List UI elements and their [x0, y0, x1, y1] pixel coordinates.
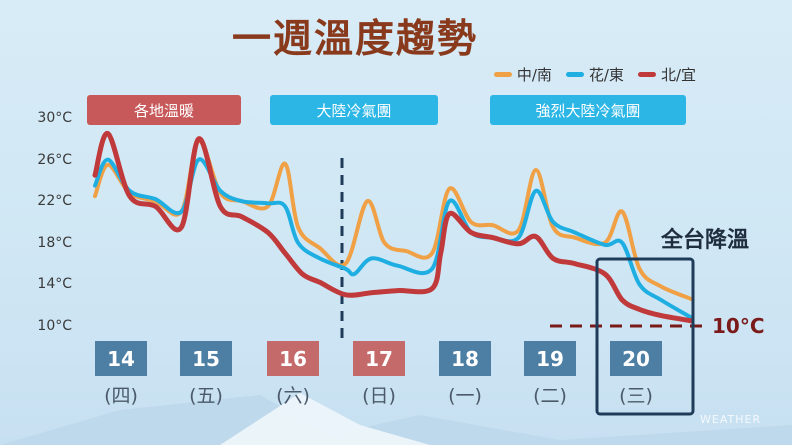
callout-nationwide-cooling: 全台降溫 — [661, 228, 750, 253]
highlight-box — [595, 257, 695, 416]
weekday-mon: (一) — [448, 385, 482, 407]
banner-strong-cold-air-mass: 強烈大陸冷氣團 — [490, 95, 686, 125]
weekday-sun: (日) — [362, 385, 396, 407]
weekday-thu: (四) — [104, 385, 138, 407]
legend-swatch — [565, 72, 584, 77]
weekday-wed: (三) — [619, 385, 653, 407]
legend-swatch — [637, 72, 656, 77]
legend-swatch — [493, 72, 512, 77]
legend-label: 花/東 — [588, 66, 624, 84]
series-line-north-yilan — [92, 131, 694, 324]
chart-title: 一週溫度趨勢 — [232, 17, 479, 62]
banner-cold-air-mass: 大陸冷氣團 — [270, 95, 438, 125]
y-tick-label: 18°C — [37, 235, 72, 251]
y-tick-label: 30°C — [37, 110, 72, 126]
weekday-sat: (六) — [276, 385, 310, 407]
series-line-hualien-taitung — [93, 157, 694, 320]
banner-warm: 各地溫暖 — [87, 95, 241, 125]
day-19: 19 — [524, 341, 576, 376]
y-tick-label: 26°C — [37, 152, 72, 168]
mountain-decoration — [0, 393, 792, 445]
y-tick-label: 22°C — [37, 193, 72, 209]
legend: 中/南 花/東 北/宜 — [493, 64, 696, 85]
legend-label: 北/宜 — [660, 66, 696, 84]
legend-label: 中/南 — [516, 66, 552, 84]
legend-item-central-south: 中/南 — [493, 64, 552, 85]
day-14: 14 — [95, 341, 147, 376]
day-15: 15 — [180, 341, 232, 376]
y-tick-label: 10°C — [37, 318, 72, 334]
legend-item-hualien-taitung: 花/東 — [565, 64, 624, 85]
day-20: 20 — [610, 341, 662, 376]
day-16: 16 — [267, 341, 319, 376]
weekday-fri: (五) — [189, 385, 223, 407]
day-18: 18 — [439, 341, 491, 376]
weekday-tue: (二) — [533, 385, 567, 407]
watermark-logo: WEATHER — [700, 413, 762, 426]
threshold-label: 10°C — [712, 314, 765, 338]
legend-item-north-yilan: 北/宜 — [637, 64, 696, 85]
y-tick-label: 14°C — [37, 276, 72, 292]
day-17: 17 — [353, 341, 405, 376]
